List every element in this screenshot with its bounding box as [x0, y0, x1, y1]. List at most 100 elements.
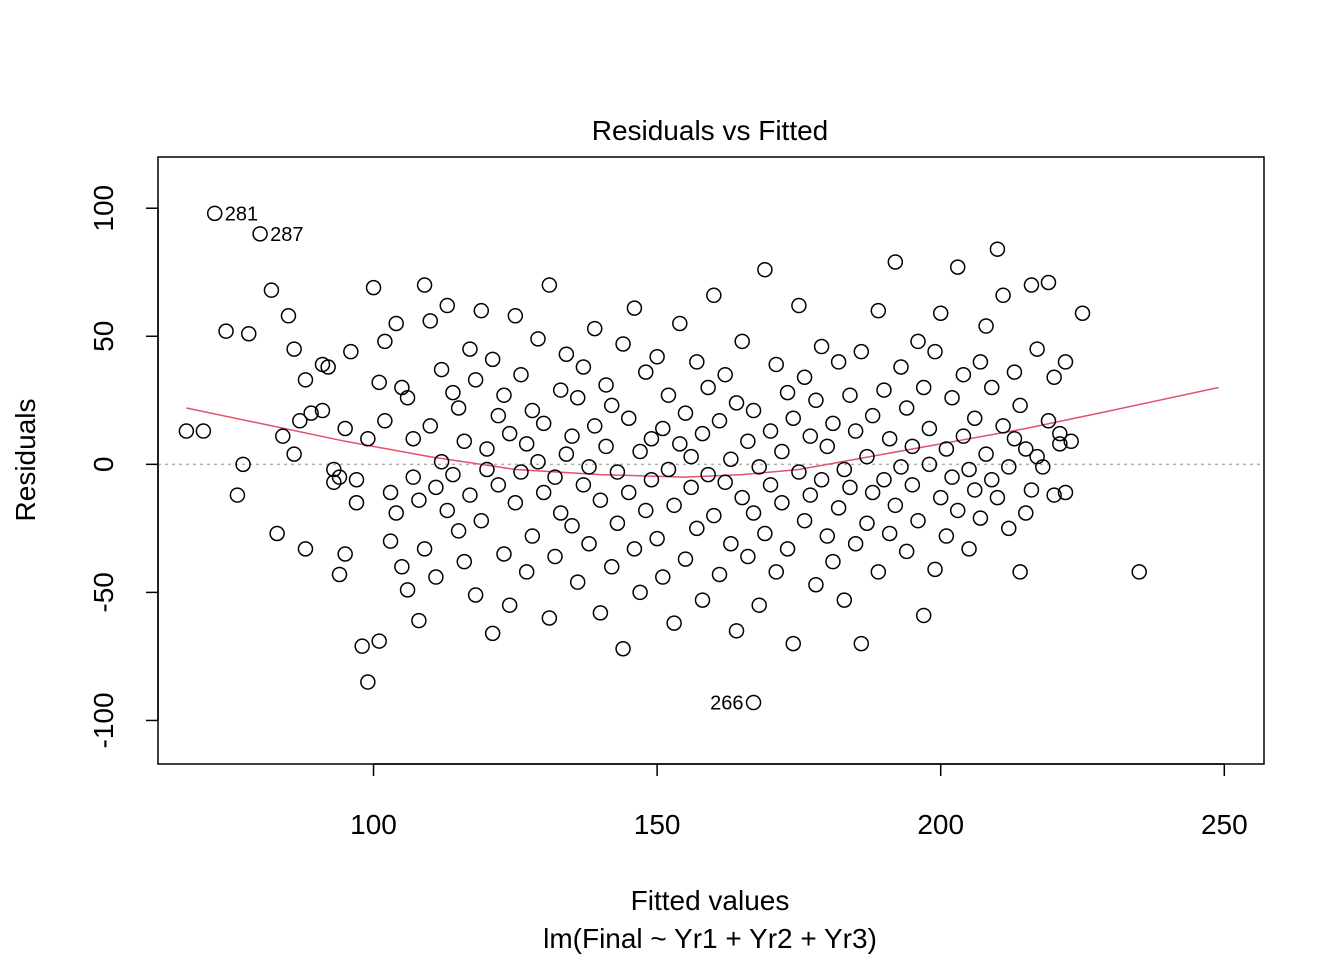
data-point — [592, 605, 609, 621]
data-point — [399, 390, 416, 406]
data-point — [326, 474, 342, 491]
data-point — [240, 325, 257, 342]
data-point — [842, 479, 858, 496]
data-point — [518, 436, 535, 452]
data-point — [377, 333, 393, 350]
data-point — [966, 482, 983, 498]
data-point — [853, 343, 870, 360]
data-point — [473, 302, 490, 319]
data-point — [218, 323, 234, 339]
data-point — [813, 471, 830, 488]
data-point — [836, 592, 853, 608]
x-tick-label: 150 — [634, 809, 681, 840]
data-point — [694, 425, 711, 442]
data-point — [910, 333, 926, 350]
data-point — [864, 407, 881, 424]
data-point — [513, 366, 529, 383]
data-point — [569, 390, 586, 406]
points-layer — [178, 241, 1147, 690]
data-point — [949, 259, 966, 275]
data-point — [331, 566, 348, 583]
data-point — [762, 423, 779, 439]
data-point — [371, 374, 387, 391]
data-point — [819, 528, 836, 544]
data-point — [689, 354, 705, 370]
data-point — [672, 436, 688, 452]
data-point — [530, 454, 546, 470]
data-point — [535, 415, 552, 432]
data-point — [569, 574, 586, 590]
data-point — [893, 359, 909, 375]
data-point — [428, 479, 444, 496]
data-point — [1046, 369, 1062, 386]
data-point — [740, 548, 756, 565]
data-point — [768, 564, 784, 580]
data-point — [921, 420, 938, 437]
data-point — [348, 471, 365, 488]
data-point — [292, 413, 308, 429]
data-point — [836, 461, 853, 478]
y-axis-label: Residuals — [10, 399, 41, 522]
data-point — [615, 640, 631, 657]
data-point — [501, 425, 518, 442]
data-point — [445, 384, 461, 401]
data-point — [961, 541, 977, 557]
data-point — [672, 315, 688, 332]
data-point — [660, 461, 677, 478]
data-point — [626, 300, 643, 316]
data-point — [621, 484, 637, 501]
data-point — [479, 461, 495, 478]
data-point — [825, 415, 841, 432]
data-point — [371, 633, 387, 649]
data-point — [774, 495, 790, 511]
data-point — [898, 400, 915, 416]
y-axis: -100 -50 0 50 100 — [88, 185, 159, 748]
data-point — [723, 451, 739, 467]
data-point — [195, 423, 212, 439]
chart-title: Residuals vs Fitted — [592, 115, 829, 146]
data-point — [348, 495, 365, 511]
data-point — [586, 418, 603, 434]
data-point — [382, 533, 399, 549]
data-point — [405, 469, 421, 485]
data-point — [938, 441, 955, 457]
data-point — [450, 400, 467, 416]
data-point — [326, 461, 342, 478]
data-point — [949, 502, 966, 519]
data-point — [314, 402, 331, 419]
data-point — [320, 359, 336, 375]
data-point — [745, 505, 762, 521]
smoother-line — [186, 386, 1219, 478]
data-point — [932, 489, 949, 506]
data-point — [893, 459, 909, 475]
data-point — [932, 305, 949, 321]
data-point — [439, 297, 456, 314]
data-point — [859, 515, 875, 531]
data-point — [416, 541, 433, 557]
data-point — [995, 287, 1011, 304]
data-point — [961, 461, 977, 478]
x-tick-label: 250 — [1201, 809, 1248, 840]
data-point — [655, 420, 671, 437]
data-point — [711, 413, 728, 429]
data-point — [984, 379, 1000, 396]
data-point — [473, 512, 490, 529]
data-point — [1012, 564, 1028, 580]
data-point — [263, 282, 280, 298]
data-point — [978, 318, 994, 334]
labeled-point — [206, 205, 223, 222]
data-point — [626, 541, 643, 557]
data-point — [779, 541, 796, 557]
data-point — [303, 405, 319, 421]
data-point — [286, 341, 302, 357]
data-point — [484, 625, 501, 642]
point-label: 287 — [270, 224, 303, 246]
data-point — [377, 413, 393, 429]
data-point — [621, 410, 637, 426]
data-point — [666, 497, 682, 514]
data-point — [1001, 459, 1017, 475]
data-point — [791, 464, 807, 480]
data-point — [768, 356, 784, 373]
data-point — [1040, 274, 1057, 291]
data-point — [422, 418, 438, 434]
